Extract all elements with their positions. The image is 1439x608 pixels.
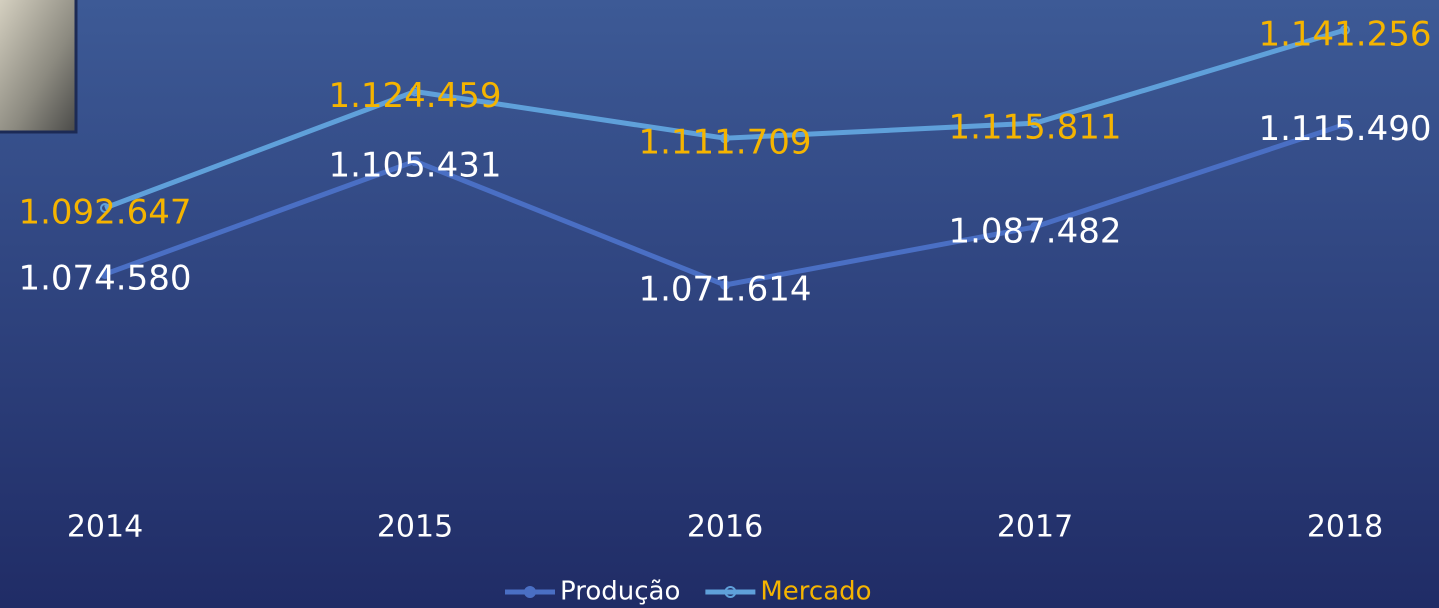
x-tick-label: 2016 <box>687 510 763 545</box>
point <box>720 133 730 144</box>
data-label: 1.074.580 <box>18 259 191 299</box>
point <box>1030 221 1040 232</box>
legend-marker <box>524 586 536 598</box>
x-tick-label: 2014 <box>67 510 143 545</box>
photo <box>0 0 78 134</box>
data-label: 1.092.647 <box>18 192 191 232</box>
legend-label: Produção <box>560 577 680 607</box>
data-label: 1.087.482 <box>948 211 1121 251</box>
legend-label: Mercado <box>760 577 871 607</box>
x-tick-label: 2015 <box>377 510 453 545</box>
data-label: 1.115.811 <box>948 108 1121 148</box>
data-label: 1.115.490 <box>1258 109 1431 149</box>
point <box>410 156 420 167</box>
data-label: 1.111.709 <box>638 123 811 163</box>
x-tick-label: 2018 <box>1307 510 1383 545</box>
data-label: 1.071.614 <box>638 270 811 310</box>
x-tick-label: 2017 <box>997 510 1073 545</box>
point <box>720 280 730 290</box>
point <box>410 86 420 97</box>
point <box>100 269 110 280</box>
point <box>1030 118 1040 129</box>
data-label: 1.124.459 <box>328 76 501 116</box>
point <box>1340 25 1350 35</box>
legend-marker <box>724 586 737 598</box>
series-line <box>104 27 1346 211</box>
point <box>1340 119 1350 130</box>
data-label: 1.105.431 <box>328 146 501 186</box>
data-label: 1.141.256 <box>1258 15 1431 55</box>
point <box>100 202 110 213</box>
